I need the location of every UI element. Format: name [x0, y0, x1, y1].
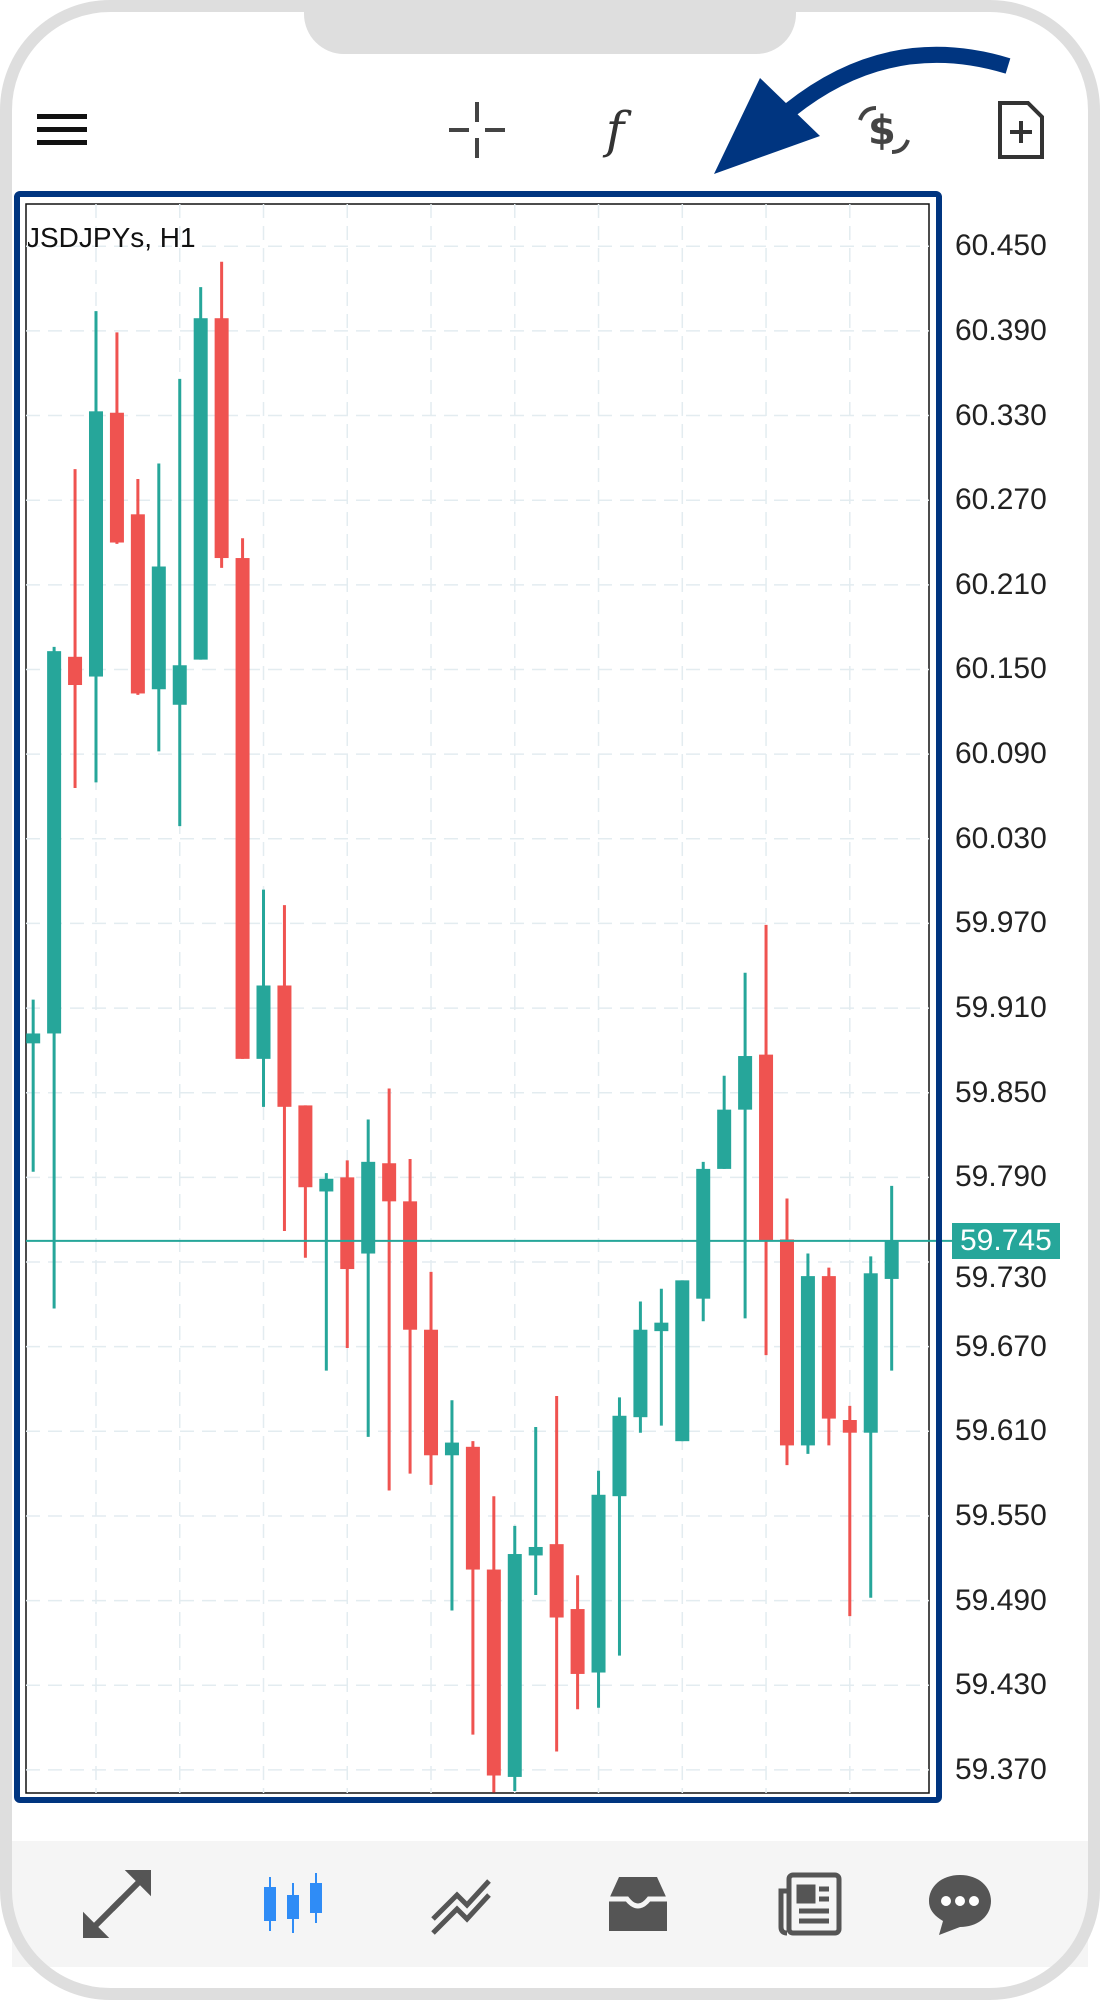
candle-bearish [340, 1177, 355, 1270]
currency-exchange-icon[interactable]: $ [854, 100, 914, 160]
chat-icon[interactable] [924, 1868, 996, 1940]
candle-bullish [612, 1415, 627, 1497]
price-tick-label: 60.330 [955, 398, 1047, 432]
candle-bullish [800, 1276, 815, 1446]
function-icon[interactable]: f [605, 101, 625, 159]
candle-bullish [863, 1273, 878, 1433]
candle-bearish [759, 1054, 774, 1241]
price-tick-label: 60.450 [955, 229, 1047, 263]
candle-bullish [654, 1322, 669, 1332]
price-tick-label: 60.210 [955, 567, 1047, 601]
candle-bearish [68, 656, 83, 686]
candle-bullish [696, 1168, 711, 1299]
candle-bullish [444, 1442, 459, 1456]
highlight-arrow-icon [714, 46, 1011, 174]
candle-bearish [821, 1276, 836, 1419]
price-tick-label: 59.670 [955, 1329, 1047, 1363]
candle-bearish [486, 1569, 501, 1776]
price-tick-label: 59.430 [955, 1668, 1047, 1702]
candle-bearish [424, 1329, 439, 1456]
price-tick-label: 60.030 [955, 821, 1047, 855]
svg-text:$: $ [868, 108, 896, 154]
bottom-navigation [12, 1841, 1088, 1967]
phone-notch [304, 0, 796, 54]
candle-bearish [109, 412, 124, 543]
candle-bullish [47, 651, 62, 1034]
candle-bearish [382, 1163, 397, 1202]
candle-bullish [193, 318, 208, 660]
price-tick-label: 60.390 [955, 313, 1047, 347]
candle-bearish [130, 514, 145, 694]
candle-bullish [591, 1494, 606, 1673]
candle-bullish [151, 566, 166, 690]
candle-bullish [319, 1178, 334, 1192]
candle-bearish [235, 558, 250, 1059]
price-tick-label: 59.790 [955, 1160, 1047, 1194]
candle-bullish [507, 1554, 522, 1777]
candle-bullish [884, 1240, 899, 1279]
current-price-badge: 59.745 [952, 1222, 1060, 1259]
price-tick-label: 59.610 [955, 1414, 1047, 1448]
candle-bearish [403, 1201, 418, 1330]
price-tick-label: 60.270 [955, 483, 1047, 517]
candle-bullish [88, 411, 103, 677]
price-tick-label: 60.090 [955, 737, 1047, 771]
crosshair-icon[interactable] [447, 100, 507, 160]
candle-bearish [298, 1105, 313, 1188]
price-tick-label: 60.150 [955, 652, 1047, 686]
candle-bullish [172, 665, 187, 705]
price-tick-label: 59.490 [955, 1583, 1047, 1617]
new-document-icon[interactable] [991, 100, 1051, 160]
candle-bullish [633, 1329, 648, 1418]
inbox-icon[interactable] [602, 1868, 674, 1940]
candle-bearish [549, 1544, 564, 1618]
candle-bullish [26, 1033, 41, 1044]
menu-icon[interactable] [32, 100, 92, 160]
price-tick-label: 59.910 [955, 991, 1047, 1025]
candle-bullish [528, 1546, 543, 1556]
news-icon[interactable] [774, 1868, 846, 1940]
price-tick-label: 59.730 [955, 1260, 1047, 1294]
candle-bearish [842, 1420, 857, 1433]
candle-bearish [214, 318, 229, 559]
symbol-label: JSDJPYs, H1 [26, 222, 196, 253]
chart-icon[interactable] [257, 1868, 329, 1940]
candle-bearish [570, 1609, 585, 1674]
price-tick-label: 59.970 [955, 906, 1047, 940]
candle-bearish [465, 1446, 480, 1570]
candle-bearish [277, 985, 292, 1107]
candle-bullish [717, 1109, 732, 1169]
candle-bearish [779, 1239, 794, 1446]
candle-bullish [256, 985, 271, 1059]
candle-bullish [675, 1280, 690, 1442]
candle-bullish [738, 1056, 753, 1110]
price-tick-label: 59.850 [955, 1075, 1047, 1109]
candle-bullish [361, 1161, 376, 1254]
price-tick-label: 59.370 [955, 1752, 1047, 1786]
trade-icon[interactable] [81, 1868, 153, 1940]
history-icon[interactable] [426, 1868, 498, 1940]
price-tick-label: 59.550 [955, 1498, 1047, 1532]
